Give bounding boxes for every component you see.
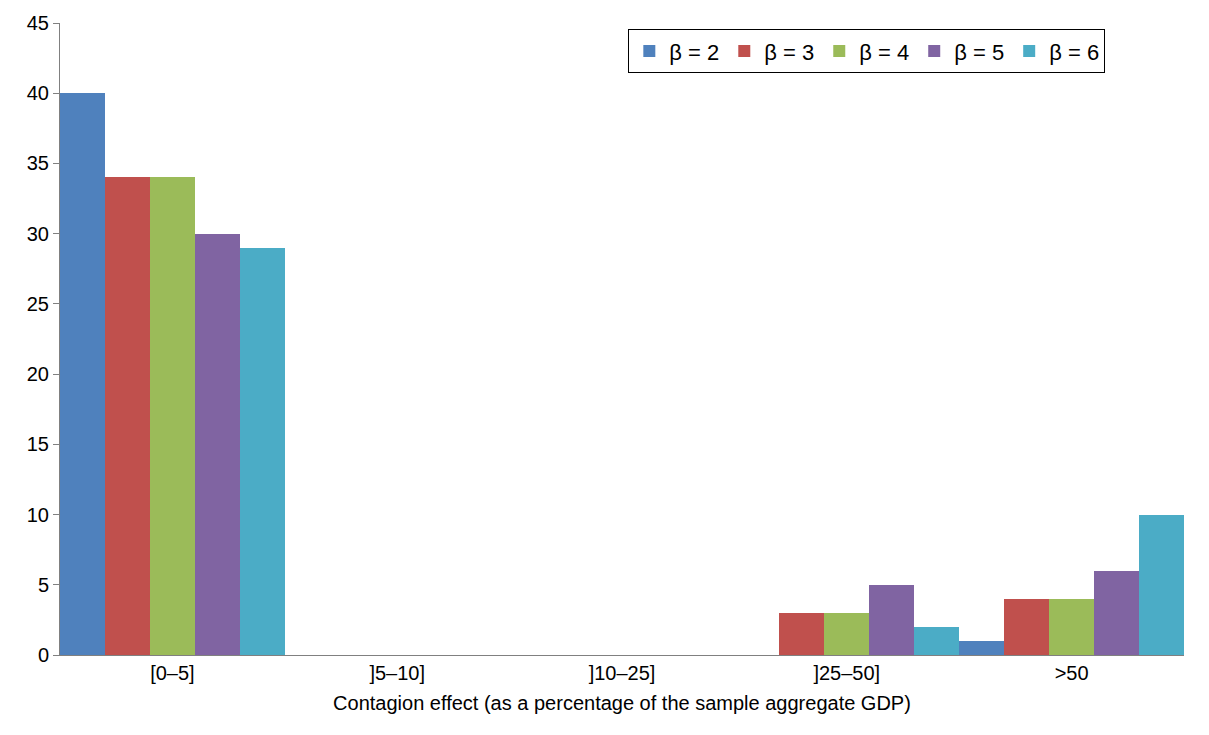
- svg-text:β = 3: β = 3: [764, 40, 814, 65]
- svg-text:35: 35: [27, 152, 49, 174]
- svg-text:β = 2: β = 2: [669, 40, 719, 65]
- svg-text:40: 40: [27, 82, 49, 104]
- svg-text:β = 6: β = 6: [1049, 40, 1099, 65]
- svg-text:45: 45: [27, 12, 49, 34]
- svg-text:5: 5: [38, 574, 49, 596]
- svg-text:0: 0: [38, 644, 49, 666]
- svg-text:β = 5: β = 5: [954, 40, 1004, 65]
- svg-text:]5–10]: ]5–10]: [369, 662, 425, 684]
- svg-text:20: 20: [27, 363, 49, 385]
- svg-text:>50: >50: [1055, 662, 1089, 684]
- svg-text:]25–50]: ]25–50]: [813, 662, 880, 684]
- svg-text:25: 25: [27, 293, 49, 315]
- svg-text:10: 10: [27, 504, 49, 526]
- svg-text:30: 30: [27, 223, 49, 245]
- svg-text:Contagion effect (as a percent: Contagion effect (as a percentage of the…: [333, 692, 911, 714]
- svg-text:15: 15: [27, 433, 49, 455]
- svg-text:[0–5]: [0–5]: [150, 662, 194, 684]
- svg-text:β = 4: β = 4: [859, 40, 909, 65]
- svg-text:]10–25]: ]10–25]: [589, 662, 656, 684]
